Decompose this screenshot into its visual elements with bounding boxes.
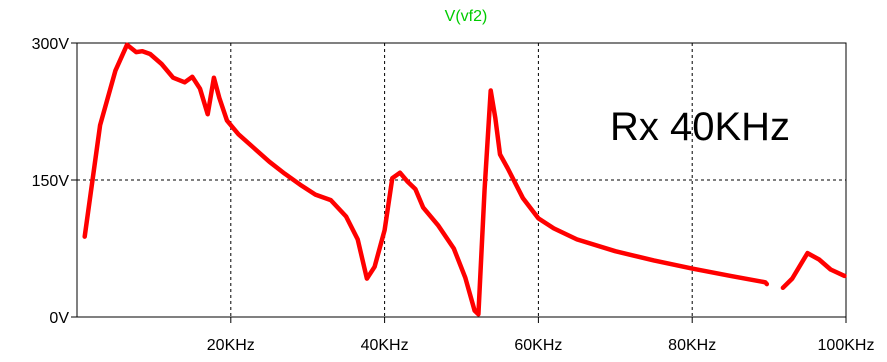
y-tick-label-0: 0V <box>49 310 69 327</box>
grid-lines <box>77 43 846 317</box>
x-tick-label-3: 80KHz <box>668 337 716 354</box>
chart-annotation: Rx 40KHz <box>610 105 790 149</box>
y-tick-label-2: 300V <box>32 36 70 53</box>
plot-frame <box>76 42 847 318</box>
tick-labels: 20KHz 40KHz 60KHz 80KHz 100KHz 0V 150V 300V <box>32 36 875 354</box>
y-tick-label-1: 150V <box>32 173 70 190</box>
x-tick-label-2: 60KHz <box>514 337 562 354</box>
x-tick-label-1: 40KHz <box>361 337 409 354</box>
plot-axes <box>71 42 847 323</box>
trace-segment-0-0 <box>82 42 770 317</box>
x-tick-label-4: 100KHz <box>818 337 875 354</box>
trace-segment-0-1 <box>780 250 847 291</box>
x-tick-label-0: 20KHz <box>207 337 255 354</box>
chart-title: V(vf2) <box>445 8 488 25</box>
voltage-trace <box>82 42 847 317</box>
